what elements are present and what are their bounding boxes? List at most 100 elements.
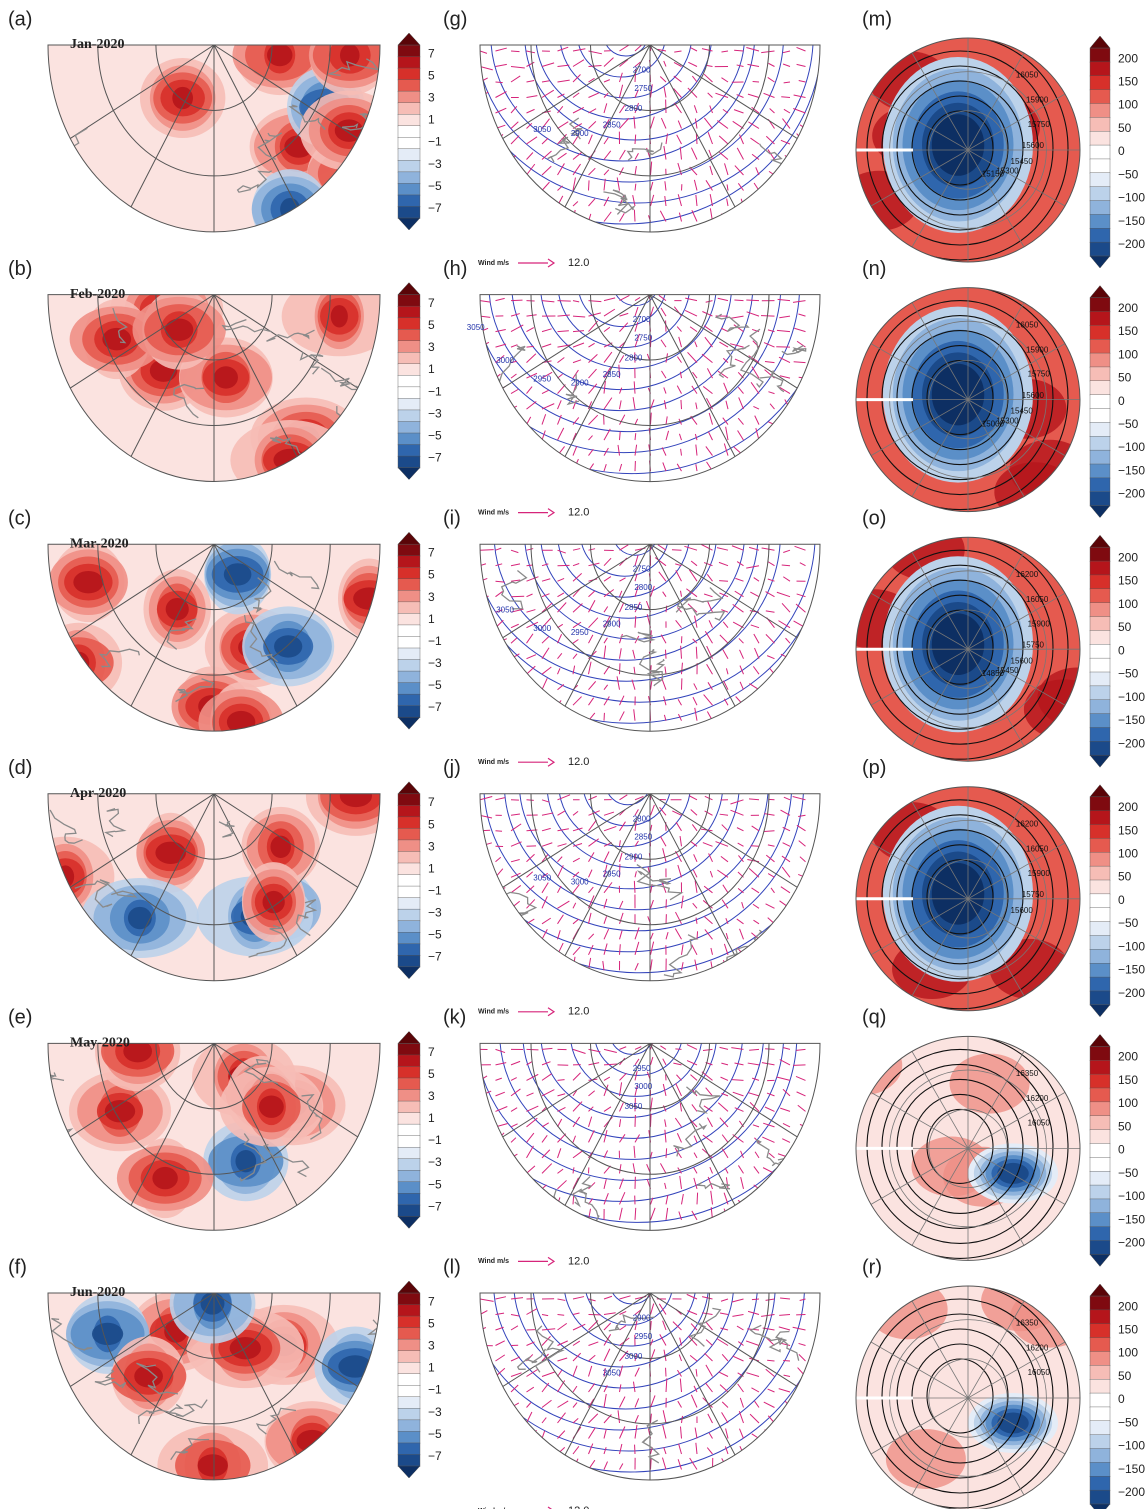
wind-vector xyxy=(496,421,501,425)
coastline xyxy=(787,910,812,930)
wind-vector xyxy=(799,1153,806,1157)
wind-vector xyxy=(783,1186,790,1189)
wind-vector xyxy=(480,392,488,394)
wind-vector xyxy=(589,887,594,893)
anomaly-blob xyxy=(273,449,306,471)
wind-vector xyxy=(751,1388,759,1392)
wind-vector xyxy=(777,1077,790,1080)
colorbar-label: 200 xyxy=(1118,51,1138,65)
wind-vector xyxy=(620,1444,622,1454)
wind-vector xyxy=(651,195,654,206)
colorbar-swatch xyxy=(1090,838,1110,852)
wind-vector xyxy=(604,944,607,955)
colorbar-swatch xyxy=(1090,1171,1110,1185)
wind-vector xyxy=(542,81,549,82)
wind-vector xyxy=(496,92,507,98)
wind-vector xyxy=(677,135,682,144)
wind-vector xyxy=(696,403,697,410)
wind-vector xyxy=(781,711,790,720)
wind-vector xyxy=(620,85,623,98)
wind-vector xyxy=(799,80,806,82)
wind-vector xyxy=(558,811,565,815)
contour-label: 16200 xyxy=(1016,570,1039,579)
wind-vector xyxy=(704,916,712,923)
wind-vector xyxy=(573,1446,579,1454)
colorbar-swatch xyxy=(1090,367,1110,381)
wind-vector xyxy=(635,1415,638,1423)
wind-vector xyxy=(660,76,666,82)
wind-vector xyxy=(527,1093,534,1096)
wind-vector xyxy=(542,1418,546,1423)
colorbar-swatch xyxy=(1090,1310,1110,1324)
wind-vector xyxy=(784,109,790,113)
wind-vector xyxy=(663,848,666,862)
wind-vector xyxy=(692,945,697,955)
wind-vector xyxy=(707,1118,712,1127)
wind-vector xyxy=(480,111,488,113)
wind-vector xyxy=(558,634,562,643)
wind-vector xyxy=(693,903,697,908)
wind-vector xyxy=(678,194,681,206)
wind-vector xyxy=(732,546,744,550)
wind-vector xyxy=(679,337,682,347)
wind-vector xyxy=(765,682,774,690)
wind-vector xyxy=(496,64,507,66)
colorbar-swatch xyxy=(1090,76,1110,90)
wind-vector xyxy=(573,459,578,471)
colorbar-swatch xyxy=(1090,187,1110,201)
wind-vector xyxy=(665,1183,666,1189)
wind-vector xyxy=(730,316,743,318)
colorbar-swatch xyxy=(1090,811,1110,825)
colorbar-swatch xyxy=(398,1431,420,1443)
coastline xyxy=(541,702,560,719)
wind-vector xyxy=(496,1200,503,1204)
wind-vector xyxy=(573,301,579,302)
wind-vector xyxy=(701,544,712,550)
wind-vector xyxy=(797,47,806,51)
colorbar-swatch xyxy=(398,590,420,602)
wind-vector xyxy=(527,1183,538,1189)
colorbar-swatch xyxy=(398,1147,420,1159)
wind-vector xyxy=(589,681,596,689)
wind-vector xyxy=(764,831,774,832)
wind-vector xyxy=(781,1460,790,1470)
wind-vector xyxy=(558,1323,567,1330)
colorbar-label: −1 xyxy=(428,384,442,398)
wind-vector xyxy=(687,1294,697,1299)
wind-vector xyxy=(767,1464,775,1469)
wind-vector xyxy=(720,1328,728,1330)
wind-vector xyxy=(527,713,534,720)
wind-vector xyxy=(511,345,517,347)
colorbar-swatch xyxy=(398,114,420,126)
wind-vector xyxy=(527,137,538,144)
wind-vector xyxy=(793,108,805,113)
wind-vector xyxy=(496,1464,505,1469)
wind-vector xyxy=(589,698,594,706)
colorbar-label: −50 xyxy=(1118,1166,1139,1180)
colorbar-swatch xyxy=(398,875,420,887)
wind-vector xyxy=(681,646,682,659)
colorbar-label: 150 xyxy=(1118,74,1138,88)
contour-label: 2900 xyxy=(625,853,643,862)
colorbar-cap xyxy=(1090,1005,1110,1017)
colorbar-swatch xyxy=(1090,977,1110,991)
wind-vector xyxy=(718,298,728,300)
wind-vector xyxy=(661,340,666,347)
wind-vector xyxy=(738,1165,743,1173)
wind-vector xyxy=(558,1148,561,1158)
wind-vector xyxy=(634,210,635,222)
wind-vector xyxy=(694,1153,697,1158)
wind-vector xyxy=(480,797,492,800)
wind-map xyxy=(434,96,830,519)
wind-vector xyxy=(769,63,775,66)
wind-vector xyxy=(798,1432,805,1439)
colorbar-label: −200 xyxy=(1118,986,1145,1000)
wind-vector xyxy=(722,1135,728,1143)
wind-vector xyxy=(651,162,652,175)
wind-vector xyxy=(558,1299,566,1300)
wind-vector xyxy=(558,653,562,658)
colorbar-swatch xyxy=(398,602,420,614)
wind-vector xyxy=(803,934,806,940)
wind-vector xyxy=(620,464,622,471)
wind-vector xyxy=(663,462,666,471)
